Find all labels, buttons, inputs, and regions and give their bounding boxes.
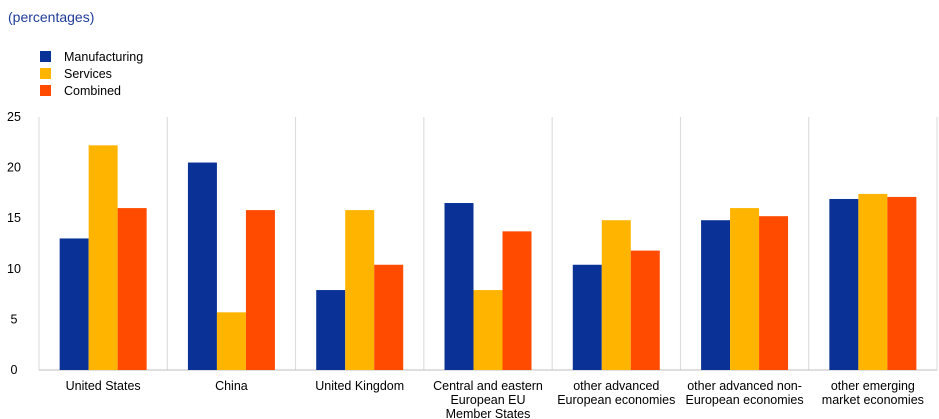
bar-manufacturing xyxy=(701,220,731,370)
y-tick-label: 20 xyxy=(7,161,21,175)
bar-manufacturing xyxy=(572,264,602,370)
legend-label-manufacturing: Manufacturing xyxy=(64,50,143,64)
x-tick-label-line: other advanced xyxy=(573,379,659,393)
x-axis: United States China United Kingdom Central … xyxy=(66,379,924,419)
bar-services xyxy=(345,210,375,370)
bar-manufacturing xyxy=(59,238,89,370)
y-tick-label: 25 xyxy=(7,110,21,124)
x-tick-label-line: United States xyxy=(66,379,141,393)
legend: Manufacturing Services Combined xyxy=(40,50,143,98)
x-tick-label-line: China xyxy=(215,379,248,393)
bar-combined xyxy=(374,264,404,370)
x-tick-label-line: other advanced non- xyxy=(687,379,802,393)
x-tick-label: United States xyxy=(66,379,141,393)
bar-manufacturing xyxy=(829,198,859,370)
bar-manufacturing xyxy=(316,290,346,370)
bars xyxy=(59,145,917,370)
x-tick-label: other advanced non-European economies xyxy=(686,379,804,407)
bar-services xyxy=(730,208,760,370)
legend-label-combined: Combined xyxy=(64,84,121,98)
bar-services xyxy=(216,312,246,370)
bar-services xyxy=(858,193,888,370)
bar-services xyxy=(88,145,118,370)
bar-combined xyxy=(245,210,275,370)
x-tick-label: China xyxy=(215,379,248,393)
x-tick-label-line: European economies xyxy=(557,393,675,407)
x-tick-label: other advanced European economies xyxy=(557,379,675,407)
y-axis: 0 5 10 15 20 25 xyxy=(7,110,21,377)
legend-swatch-manufacturing xyxy=(40,51,51,62)
legend-swatch-combined xyxy=(40,85,51,96)
x-tick-label-line: Central and eastern xyxy=(433,379,543,393)
x-tick-label-line: European EU xyxy=(450,393,525,407)
bar-combined xyxy=(502,231,532,370)
legend-label-services: Services xyxy=(64,67,112,81)
y-tick-label: 5 xyxy=(11,312,18,326)
bar-services xyxy=(601,220,631,370)
x-tick-label-line: other emerging xyxy=(831,379,915,393)
bar-combined xyxy=(887,196,917,370)
x-tick-label-line: market economies xyxy=(822,393,924,407)
bar-combined xyxy=(117,208,147,370)
x-tick-label: other emerging market economies xyxy=(822,379,924,407)
legend-swatch-services xyxy=(40,68,51,79)
bar-combined xyxy=(630,250,660,370)
x-tick-label-line: Member States xyxy=(446,407,531,419)
y-tick-label: 0 xyxy=(11,363,18,377)
bar-manufacturing xyxy=(187,162,217,370)
x-tick-label: Central and eastern European EU Member Sta… xyxy=(433,379,543,419)
y-tick-label: 10 xyxy=(7,262,21,276)
x-tick-label-line: European economies xyxy=(686,393,804,407)
chart-subtitle: (percentages) xyxy=(8,9,95,25)
bar-combined xyxy=(759,216,789,370)
bar-manufacturing xyxy=(444,203,474,370)
x-tick-label: United Kingdom xyxy=(315,379,404,393)
y-tick-label: 15 xyxy=(7,211,21,225)
bar-services xyxy=(473,290,503,370)
x-tick-label-line: United Kingdom xyxy=(315,379,404,393)
